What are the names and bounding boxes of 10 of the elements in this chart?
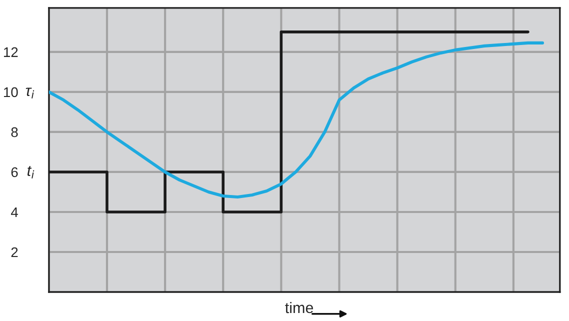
y-tick-label: 6 [11, 167, 18, 178]
series-label: τ$_{i}$ [26, 88, 34, 98]
x-axis-title: time [285, 302, 314, 314]
y-tick-label: 8 [11, 127, 18, 138]
line-series [48, 41, 544, 199]
y-tick-label: 4 [10, 207, 18, 218]
y-tick-label: 2 [11, 247, 18, 258]
y-tick-label: 10 [4, 87, 18, 98]
y-tick-label: 12 [4, 47, 18, 57]
series-label: t$_{i}$ [28, 166, 34, 178]
